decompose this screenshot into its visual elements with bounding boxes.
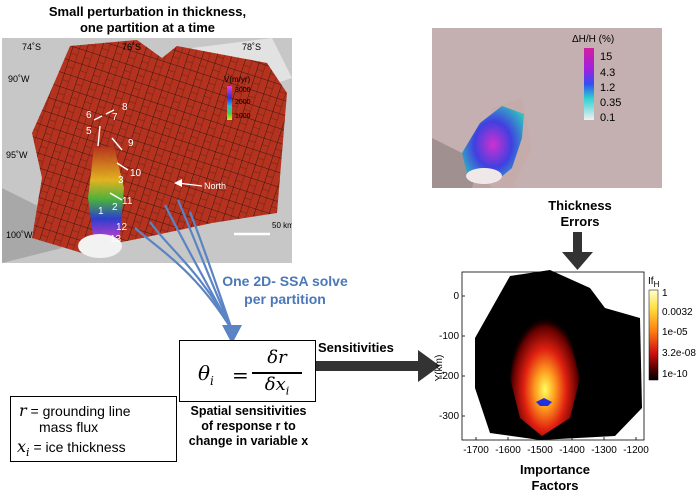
legend-r-desc-line1: = grounding line (30, 403, 131, 419)
partition-number: 11 (122, 196, 133, 207)
sensitivities-label: Sensitivities (318, 340, 394, 355)
lon-label-95: 95˚W (6, 150, 28, 160)
if-tick-1e-10: 1e-10 (662, 369, 688, 380)
equation-denominator: δxi (252, 374, 302, 398)
plot-ylabel: Y(km) (434, 355, 445, 382)
legend-r-symbol: r (19, 401, 27, 420)
plot-x-tick-label: -1300 (591, 445, 617, 456)
velocity-tick-3000: 3000 (235, 87, 251, 94)
if-tick-1: 1 (662, 288, 668, 299)
if-tick-1e-05: 1e-05 (662, 327, 688, 338)
equation-theta: θ (198, 361, 211, 385)
dh-tick-15: 15 (600, 51, 612, 63)
dh-tick-0-35: 0.35 (600, 97, 621, 109)
equation-lhs: θi (198, 361, 214, 388)
partition-number: 10 (130, 168, 142, 179)
plot-y-tick-label: 0 (453, 291, 459, 302)
lon-label-90: 90˚W (8, 74, 30, 84)
partition-number: 13 (110, 234, 122, 245)
plot-x-tick-label: -1700 (463, 445, 489, 456)
equation-den-text: δx (264, 374, 286, 395)
spatial-caption-line1: Spatial sensitivities (190, 404, 307, 418)
dh-tick-4-3: 4.3 (600, 67, 615, 79)
thickness-error-map: ΔH/H (%) 15 4.3 1.2 0.35 0.1 (432, 28, 662, 188)
if-tick-0-0032: 0.0032 (662, 307, 693, 318)
equation-box: θi = δr δxi (179, 340, 316, 402)
dh-colorbar-title: ΔH/H (%) (572, 34, 614, 45)
velocity-colorbar (227, 86, 232, 120)
if-colorbar-title: IfH (648, 276, 660, 289)
importance-caption-line1: Importance (519, 462, 591, 477)
thickness-errors-line2: Errors (560, 214, 600, 229)
thickness-arrow-shaft (573, 232, 582, 254)
lat-label-76: 76˚S (122, 42, 141, 52)
partition-number: 3 (118, 175, 124, 186)
importance-plot: -1700 -1600 -1500 -1400 -1300 -1200 0 -100 -200… (434, 270, 696, 456)
importance-caption-line2: Factors (531, 478, 579, 493)
plot-y-tick-label: -200 (439, 371, 459, 382)
legend-x-symbol: x (17, 437, 27, 456)
sensitivities-arrow-shaft (316, 361, 422, 371)
partition-number: 5 (86, 126, 92, 137)
partition-map: 74˚S 76˚S 78˚S 90˚W 95˚W 100˚W V(m/yr) 3… (2, 38, 292, 263)
dh-tick-1-2: 1.2 (600, 82, 615, 94)
thickness-errors-line1: Thickness (548, 198, 612, 213)
spatial-caption: Spatial sensitivities of response r to c… (176, 404, 321, 449)
plot-x-tick-label: -1200 (623, 445, 649, 456)
legend-r-row: r = grounding line (19, 401, 131, 420)
ssa-solve-label: One 2D- SSA solve per partition (200, 272, 370, 308)
dh-tick-0-1: 0.1 (600, 112, 615, 124)
legend-x-desc: = ice thickness (33, 439, 126, 455)
if-tick-3-2e-08: 3.2e-08 (662, 348, 696, 359)
plot-sensitivity-region (510, 303, 580, 436)
plot-x-tick-label: -1500 (527, 445, 553, 456)
ssa-solve-line2: per partition (244, 291, 326, 307)
partition-number: 1 (98, 206, 104, 217)
dh-colorbar (584, 48, 594, 120)
north-arrow-icon (174, 179, 182, 187)
partition-number: 12 (116, 222, 128, 233)
importance-caption: Importance Factors (500, 462, 610, 494)
legend-r-desc-line2: mass flux (39, 419, 99, 435)
plot-x-tick-label: -1600 (495, 445, 521, 456)
legend-x-row: xi = ice thickness (17, 437, 126, 459)
ssa-fan-arrows (134, 199, 234, 331)
equation-equals: = (232, 363, 249, 387)
lat-label-78: 78˚S (242, 42, 261, 52)
partition-number: 7 (112, 112, 118, 123)
equation-den-sub: i (285, 384, 290, 398)
partition-number: 2 (112, 202, 118, 213)
ssa-arrow-head-icon (222, 325, 242, 344)
spatial-caption-line2: of response r to (201, 419, 296, 433)
thickness-errors-label: Thickness Errors (530, 198, 630, 230)
partition-number: 8 (122, 102, 128, 113)
if-colorbar (648, 289, 659, 381)
scale-label: 50 km (272, 221, 292, 230)
spatial-caption-line3: change in variable x (188, 434, 309, 448)
left-panel-title-line2: one partition at a time (79, 20, 216, 35)
thickness-arrow-head-icon (562, 252, 593, 270)
plot-x-tick-label: -1400 (559, 445, 585, 456)
lon-label-100: 100˚W (6, 230, 33, 240)
plot-grounding-line (536, 398, 552, 406)
lat-label-74: 74˚S (22, 42, 41, 52)
velocity-tick-2000: 2000 (235, 99, 251, 106)
partition-number: 6 (86, 110, 92, 121)
north-label: North (204, 181, 226, 191)
left-panel-title: Small perturbation in thickness, one par… (10, 4, 285, 36)
partition-number: 9 (128, 138, 134, 149)
equation-lhs-sub: i (210, 374, 214, 388)
left-panel-title-line1: Small perturbation in thickness, (48, 4, 247, 19)
plot-y-tick-label: -100 (439, 331, 459, 342)
velocity-tick-1000: 1000 (235, 113, 251, 120)
velocity-colorbar-title: V(m/yr) (224, 75, 251, 84)
legend-x-sub: i (26, 445, 30, 459)
plot-y-tick-label: -300 (439, 411, 459, 422)
equation-numerator: δr (267, 347, 287, 368)
ssa-solve-line1: One 2D- SSA solve (222, 273, 348, 289)
equation-fraction-bar (252, 372, 302, 374)
legend-box: r = grounding line mass flux xi = ice th… (10, 396, 177, 462)
sensitivities-arrow-head-icon (418, 350, 440, 382)
